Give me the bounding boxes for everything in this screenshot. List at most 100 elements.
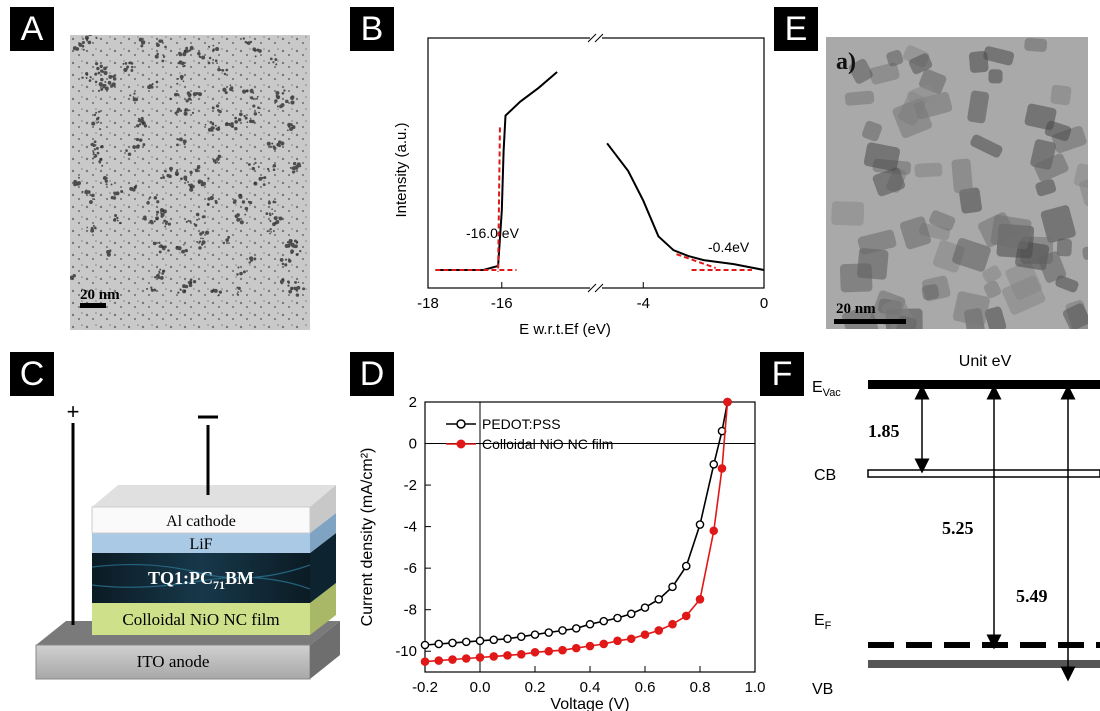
x-tick-label: -4 (637, 295, 650, 312)
spectrum-curve (435, 71, 558, 271)
gap-value-3: 5.49 (1016, 586, 1048, 606)
y-tick-label: -10 (395, 643, 417, 660)
x-tick-label: -0.2 (412, 679, 438, 696)
legend-marker-nio (456, 439, 466, 449)
data-point (668, 619, 677, 629)
panel-d-tag: D (350, 352, 394, 396)
data-point (544, 628, 554, 637)
data-point (434, 656, 444, 665)
y-tick-label: -6 (404, 560, 417, 577)
plus-sign: + (67, 399, 80, 424)
sublabel: a) (836, 49, 856, 75)
data-point (626, 634, 636, 644)
data-point (723, 397, 732, 407)
annotation-right: -0.4eV (708, 239, 750, 255)
panel-e-tem-image: a) 20 nm (826, 37, 1088, 329)
panel-f-tag: F (760, 352, 804, 396)
nio-label: Colloidal NiO NC film (122, 610, 279, 629)
scale-bar (80, 303, 106, 308)
panel-d-chart: -0.2 0.0 0.2 0.4 0.6 0.8 1.0 2 0 -2 -4 -6 -8 -10 PEDO… (359, 394, 766, 711)
y-tick-label: -2 (404, 477, 417, 494)
legend-pedot: PEDOT:PSS (482, 416, 561, 432)
evac-label: EVac (812, 379, 841, 399)
x-tick-label: 0.8 (690, 679, 711, 696)
data-point (448, 655, 457, 664)
data-point (585, 619, 595, 629)
legend-marker-pedot (456, 419, 466, 429)
vb-level (868, 660, 1100, 668)
axis-break (587, 32, 604, 294)
data-point (503, 651, 512, 660)
panel-a-tem-image: 20 nm (70, 35, 310, 330)
ito-anode-label: ITO anode (137, 652, 210, 671)
data-point (503, 634, 512, 644)
x-axis-label: Voltage (V) (550, 696, 629, 711)
data-point (489, 652, 499, 661)
data-point (681, 611, 691, 621)
annotation-left: -16.0 eV (466, 225, 520, 241)
al-cathode-layer (91, 506, 311, 534)
cb-level (867, 469, 1100, 478)
data-point (489, 635, 499, 645)
x-tick-label: -18 (417, 295, 439, 312)
data-point (613, 636, 622, 646)
data-point (695, 520, 705, 529)
nio-layer (92, 603, 310, 635)
scale-bar-label: 20 nm (80, 287, 120, 303)
lif-layer (92, 533, 310, 553)
x-tick-label: 1.0 (745, 679, 766, 696)
x-tick-label: 0.6 (635, 679, 656, 696)
data-point (516, 632, 526, 641)
data-point (571, 643, 581, 653)
data-point (475, 636, 485, 646)
data-point (558, 645, 567, 655)
data-point (516, 650, 526, 659)
active-layer (92, 553, 310, 603)
y-axis-label: Intensity (a.u.) (393, 122, 410, 217)
data-point (544, 646, 554, 656)
legend: PEDOT:PSS Colloidal NiO NC film (446, 416, 613, 452)
data-point (461, 637, 471, 647)
vb-label: VB (812, 681, 833, 698)
legend-nio: Colloidal NiO NC film (482, 436, 613, 452)
data-point (626, 609, 636, 619)
data-point (668, 582, 677, 592)
data-point (585, 641, 595, 651)
unit-label: Unit eV (959, 353, 1012, 370)
al-cathode-label: Al cathode (166, 513, 236, 530)
y-tick-label: -4 (404, 519, 417, 536)
y-tick-label: -8 (404, 602, 417, 619)
panel-e-tag: E (774, 7, 818, 51)
panel-b-chart: Intensity (a.u.) E w.r.t.Ef (eV) -16.0 e… (393, 32, 768, 338)
x-tick-label: -16 (491, 295, 513, 312)
x-axis-label: E w.r.t.Ef (eV) (519, 321, 611, 338)
scale-bar (834, 319, 906, 324)
panel-c-device-diagram: ITO anode Colloidal NiO NC film TQ1:PC71… (35, 399, 340, 680)
gap-value-2: 5.25 (942, 518, 974, 538)
evac-level (868, 380, 1100, 389)
al-top-face (92, 485, 336, 507)
scale-bar-label: 20 nm (836, 301, 876, 317)
cb-label: CB (814, 467, 836, 484)
data-point (640, 603, 650, 612)
data-point (461, 654, 471, 663)
y-tick-label: 2 (409, 394, 417, 411)
edge-fit-line (676, 253, 717, 269)
data-point (530, 647, 540, 657)
ef-label: EF (814, 612, 832, 632)
data-point (599, 639, 609, 649)
y-axis-label: Current density (mA/cm²) (359, 448, 376, 627)
data-point (709, 460, 719, 469)
data-point (695, 595, 705, 604)
lif-label: LiF (189, 536, 212, 553)
panel-a-tag: A (10, 7, 54, 51)
data-point (640, 630, 650, 639)
data-point (530, 630, 540, 639)
data-point (681, 561, 691, 571)
x-tick-label: 0.4 (580, 679, 601, 696)
data-point (420, 657, 430, 666)
panel-f-energy-diagram: Unit eV EVac CB EF VB 1.85 5.25 5.49 (812, 353, 1100, 698)
panel-b-tag: B (350, 7, 394, 51)
gap-value-1: 1.85 (868, 421, 900, 441)
data-point (717, 464, 727, 473)
